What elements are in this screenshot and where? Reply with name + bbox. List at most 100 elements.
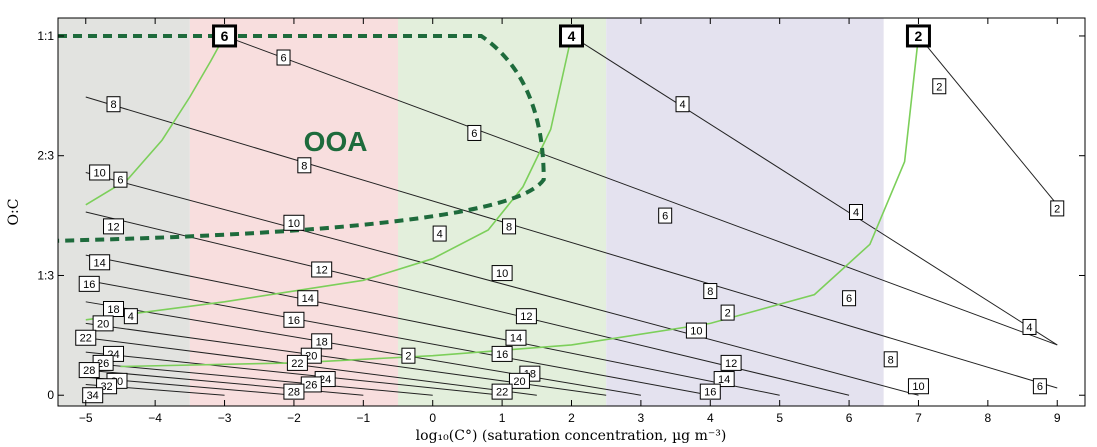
svg-text:2: 2 [936,81,942,93]
number-label: 6 [113,171,128,188]
svg-text:6: 6 [1037,381,1043,393]
x-axis: −5 −4 −3 −2 −1 0 1 2 3 4 5 6 7 8 9 [79,18,1061,425]
band-3 [606,18,884,406]
number-label: 20 [92,315,114,332]
number-label: 14 [297,290,319,307]
svg-text:2: 2 [915,28,923,44]
svg-text:20: 20 [513,376,525,388]
x-tick-label: 4 [707,411,714,425]
carbon-line-2 [85,171,919,396]
x-tick-label: −4 [148,411,162,425]
x-tick-label: 6 [846,411,853,425]
number-label: 4 [559,24,584,48]
svg-text:6: 6 [117,175,123,187]
ooa-boundary [58,33,546,243]
svg-text:4: 4 [128,311,134,323]
svg-text:12: 12 [520,311,532,323]
number-label: 18 [311,333,333,350]
carbon-line-9 [85,351,503,396]
number-label: 2 [932,78,947,95]
x-tick-label: 0 [429,411,436,425]
svg-text:4: 4 [853,207,859,219]
svg-text:18: 18 [316,336,328,348]
svg-text:4: 4 [679,99,685,111]
carbon-line-5 [85,279,711,396]
band-1 [189,18,399,406]
number-label: 18 [103,301,125,317]
number-label: 4 [123,308,138,325]
svg-text:22: 22 [291,358,303,370]
svg-text:16: 16 [496,349,508,361]
number-label: 2 [1050,200,1065,217]
svg-text:2: 2 [1054,203,1060,215]
number-label: 12 [515,308,537,325]
number-label: 10 [89,164,111,181]
svg-text:8: 8 [888,354,894,366]
svg-text:26: 26 [97,358,109,370]
number-label: 8 [106,96,121,113]
x-tick-label: 7 [915,411,922,425]
svg-text:8: 8 [506,221,512,233]
number-label: 8 [297,157,312,174]
svg-text:20: 20 [97,318,109,330]
number-label: 16 [699,383,721,400]
svg-text:28: 28 [288,387,300,399]
svg-text:14: 14 [302,293,314,305]
svg-text:8: 8 [707,286,713,298]
carbon-line-6 [85,301,641,396]
number-label: 14 [713,371,735,388]
number-label: 14 [505,329,527,346]
number-label: 4 [675,96,690,113]
number-label: 22 [75,329,97,346]
svg-text:20: 20 [305,351,317,363]
svg-text:4: 4 [568,28,576,44]
number-label: 6 [842,290,857,307]
number-label: 12 [720,354,742,371]
x-tick-label: 2 [568,411,575,425]
svg-text:12: 12 [725,358,737,370]
svg-text:16: 16 [83,279,95,291]
svg-text:4: 4 [1026,322,1032,334]
svg-text:10: 10 [690,326,702,338]
number-label: 2 [905,24,931,48]
svg-text:10: 10 [912,381,924,393]
green-curve-2 [120,35,920,368]
svg-text:10: 10 [288,218,300,230]
svg-text:14: 14 [94,257,106,269]
carbon-line-14 [571,35,1058,346]
svg-text:2: 2 [405,351,411,363]
number-label: 2 [720,304,735,321]
number-label: 6 [276,49,291,66]
svg-text:4: 4 [437,229,443,241]
svg-text:6: 6 [280,53,286,65]
number-label: 10 [907,378,929,395]
carbon-line-0 [224,35,1058,346]
x-tick-label: −5 [79,411,93,425]
svg-text:18: 18 [107,304,119,316]
x-tick-label: −3 [218,411,232,425]
y-axis: 0 1:3 2:3 1:1 [37,29,1085,402]
carbon-line-1 [85,96,1058,389]
svg-text:16: 16 [704,387,716,399]
number-label: 22 [491,383,513,400]
number-label: 12 [103,218,125,235]
svg-text:10: 10 [496,268,508,280]
number-label: 8 [703,283,718,300]
number-label: 10 [491,265,513,282]
svg-text:34: 34 [87,390,99,402]
carbon-line-10 [85,362,433,396]
number-label: 6 [467,124,482,141]
number-label: 10 [283,214,305,231]
svg-text:10: 10 [94,167,106,179]
number-label: 12 [311,261,333,278]
number-label: 8 [883,351,898,368]
number-label: 16 [491,345,513,362]
svg-text:2: 2 [725,308,731,320]
svg-text:12: 12 [107,221,119,233]
number-label: 34 [82,387,104,404]
number-label: 6 [212,24,238,48]
x-tick-label: −1 [356,411,370,425]
y-tick-label: 0 [47,388,54,402]
volatility-bands [58,18,1085,406]
